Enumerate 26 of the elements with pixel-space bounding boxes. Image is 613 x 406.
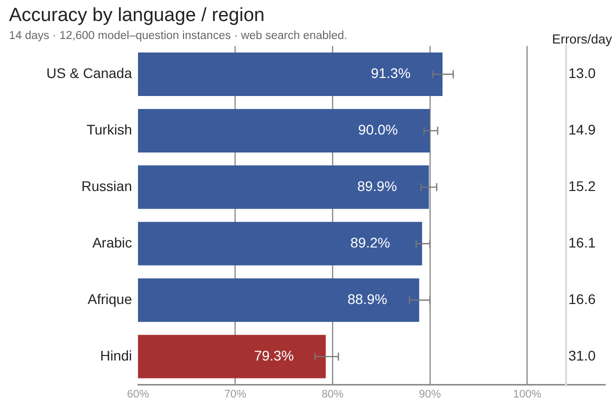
chart-title: Accuracy by language / region (9, 5, 265, 26)
annotation: 16.6 (568, 290, 596, 307)
data-label: 79.3% (254, 347, 294, 364)
x-tick-label: 60% (126, 388, 150, 400)
annotation: 16.1 (568, 234, 596, 250)
data-label: 88.9% (347, 290, 388, 307)
data-label: 89.9% (357, 178, 397, 194)
y-tick-label: Turkish (86, 122, 132, 138)
y-tick-label: Russian (81, 178, 132, 194)
x-tick-label: 100% (513, 388, 542, 400)
data-label: 90.0% (358, 122, 398, 138)
y-tick-label: US & Canada (46, 65, 132, 82)
x-tick-label: 70% (224, 388, 247, 400)
y-tick-label: Afrique (88, 290, 132, 307)
y-tick-label: Hindi (100, 347, 132, 364)
annotation: Errors/day (552, 32, 612, 47)
annotation: 13.0 (568, 65, 596, 82)
annotation: 31.0 (568, 347, 596, 364)
y-tick-label: Arabic (92, 234, 132, 250)
x-tick-label: 90% (418, 388, 442, 400)
data-label: 91.3% (370, 65, 411, 82)
annotation: 15.2 (568, 178, 596, 194)
data-label: 89.2% (350, 234, 390, 250)
x-tick-label: 80% (322, 388, 344, 400)
chart-subtitle: 14 days · 12,600 model–question instances · web search enabled. (9, 30, 348, 42)
annotation: 14.9 (568, 122, 596, 138)
